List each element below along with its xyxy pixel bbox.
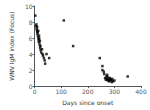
svg-text:10: 10 xyxy=(25,3,33,10)
svg-text:300: 300 xyxy=(109,88,121,95)
svg-text:8: 8 xyxy=(29,19,33,26)
svg-text:0: 0 xyxy=(28,82,33,90)
svg-text:400: 400 xyxy=(135,88,147,95)
svg-text:Days since onset: Days since onset xyxy=(62,99,114,107)
svg-text:2: 2 xyxy=(29,67,33,74)
svg-text:200: 200 xyxy=(82,88,94,95)
svg-text:0: 0 xyxy=(33,88,37,95)
svg-text:WNV IgM index (Focus): WNV IgM index (Focus) xyxy=(8,11,16,80)
svg-text:100: 100 xyxy=(55,88,67,95)
svg-text:6: 6 xyxy=(29,35,33,42)
svg-text:4: 4 xyxy=(29,51,33,58)
